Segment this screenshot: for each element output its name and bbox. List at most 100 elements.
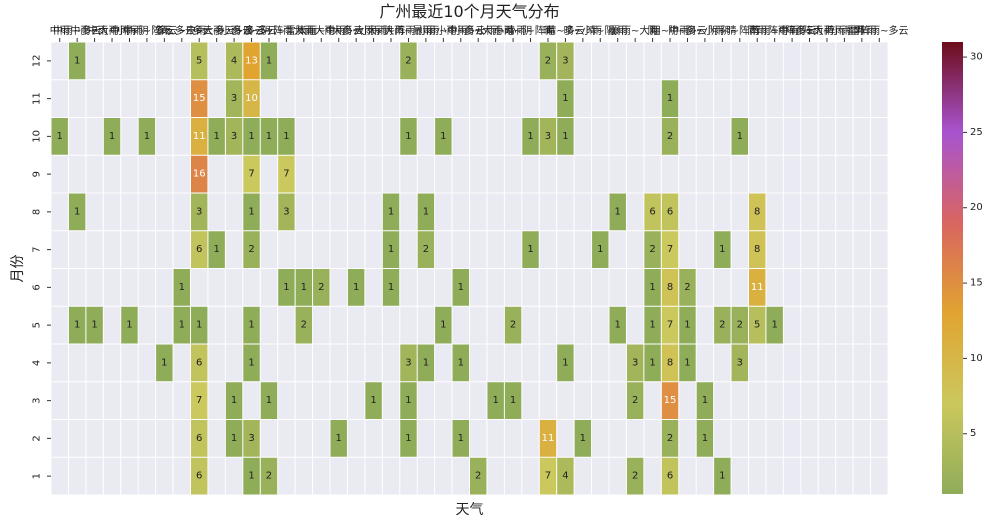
cell-value-label: 1 <box>388 282 394 293</box>
cell-value-label: 1 <box>57 131 63 142</box>
colorbar-tick-label: 25 <box>970 127 983 138</box>
cell-value-label: 6 <box>196 433 202 444</box>
x-tick-label: 大雨 <box>294 24 314 37</box>
cell-value-label: 1 <box>562 131 568 142</box>
heatmap-cell <box>643 268 662 307</box>
colorbar-tick-label: 20 <box>970 202 983 213</box>
cell-value-label: 1 <box>684 320 690 331</box>
heatmap-cell <box>748 193 766 231</box>
heatmap-cell <box>713 230 732 269</box>
heatmap-cell <box>295 306 313 344</box>
colorbar-tick-label: 30 <box>970 52 983 63</box>
cell-value-label: 2 <box>318 282 324 293</box>
x-tick-label: 中雨~小雨 <box>88 24 136 37</box>
x-tick-label: 多云~阵雨 <box>245 24 293 37</box>
heatmap-cell <box>68 42 86 80</box>
heatmap-cell <box>242 457 261 495</box>
heatmap-cell <box>434 306 453 344</box>
heatmap-cell <box>242 419 261 458</box>
colorbar: 5 10 15 20 25 30 <box>942 42 983 494</box>
cell-value-label: 1 <box>423 357 429 368</box>
cell-value-label: 3 <box>231 93 237 104</box>
x-tick-label: 大雨~暴雨 <box>384 24 432 37</box>
cell-value-label: 6 <box>196 357 202 368</box>
heatmap-cell <box>382 193 400 231</box>
heatmap-cell <box>399 42 418 80</box>
heatmap-cell <box>434 117 453 156</box>
cell-value-label: 3 <box>283 206 289 217</box>
cell-value-label: 1 <box>336 433 342 444</box>
cell-value-label: 1 <box>74 206 80 217</box>
cell-value-label: 1 <box>370 395 376 406</box>
heatmap-cell <box>190 193 208 231</box>
cell-value-label: 1 <box>719 471 725 482</box>
x-tick-labels: 中雨中雨~多云中雨~大雨中雨~小雨中雨~阴中雨~阵雨多云多云~中雨多云~大雨多云… <box>50 24 908 42</box>
x-tick-label: 大雨~阵雨 <box>367 24 415 37</box>
x-tick-label: 阴~晴 <box>708 24 736 37</box>
cell-value-label: 2 <box>510 320 516 331</box>
heatmap-cell <box>260 381 278 420</box>
y-tick-label: 12 <box>32 55 43 68</box>
heatmap-cell <box>504 306 522 344</box>
cell-value-label: 2 <box>545 55 551 66</box>
x-tick-label: 大雨~阴 <box>354 24 392 37</box>
cell-value-label: 6 <box>196 244 202 255</box>
cell-value-label: 1 <box>231 395 237 406</box>
heatmap-cell <box>661 79 679 118</box>
cell-value-label: 1 <box>405 395 411 406</box>
cell-value-label: 10 <box>245 93 258 104</box>
cell-value-label: 3 <box>632 357 638 368</box>
heatmap-cell <box>713 306 732 344</box>
colorbar-gradient <box>942 42 963 494</box>
heatmap-cell <box>539 419 557 458</box>
heatmap-cell <box>452 344 470 382</box>
x-tick-label: 小雨~阴 <box>494 25 532 37</box>
heatmap-cell <box>539 42 557 80</box>
x-tick-label: 阵雨 <box>747 24 767 37</box>
chart-title: 广州最近10个月天气分布 <box>379 2 559 21</box>
cell-value-label: 1 <box>248 131 254 142</box>
cell-value-label: 3 <box>248 433 254 444</box>
x-tick-label: 中雨~多云 <box>53 24 101 37</box>
x-tick-label: 阴 <box>648 25 658 37</box>
heatmap-cell <box>68 193 86 231</box>
cell-value-label: 2 <box>423 244 429 255</box>
heatmap-cell <box>556 79 575 118</box>
cell-value-label: 6 <box>649 206 655 217</box>
heatmap-cell <box>417 344 435 382</box>
heatmap-cell <box>626 457 644 495</box>
cell-value-label: 1 <box>440 320 446 331</box>
heatmap-cell <box>68 306 86 344</box>
cell-value-label: 2 <box>737 320 743 331</box>
heatmap-cell <box>277 268 296 307</box>
cell-value-label: 16 <box>193 169 206 180</box>
heatmap-cell <box>626 381 644 420</box>
cell-value-label: 11 <box>193 131 206 142</box>
heatmap-cell <box>731 306 749 344</box>
cell-value-label: 1 <box>179 282 185 293</box>
cell-values: 1 5 4 13 1 2 2 315 3 10 1 11 1 1 11 1 3 1 1 1 1 1 1 3 1 2 116 7 71 3 1… <box>57 55 778 481</box>
heatmap-cell <box>364 381 383 420</box>
x-tick-label: 多云~阴 <box>232 24 270 37</box>
heatmap-cell <box>469 457 487 495</box>
cell-value-label: 2 <box>405 55 411 66</box>
cell-grid <box>50 41 889 496</box>
heatmap-cell <box>190 79 208 118</box>
heatmap-cell <box>190 117 208 156</box>
heatmap-cell <box>417 193 435 231</box>
heatmap-cell <box>591 230 609 269</box>
cell-value-label: 2 <box>248 244 254 255</box>
x-tick-label: 阵雨~小雨 <box>803 24 851 37</box>
heatmap-cell <box>330 419 348 458</box>
x-tick-label: 暴雨 <box>608 25 628 37</box>
heatmap-cell <box>242 79 261 118</box>
heatmap-cell <box>225 419 243 458</box>
cell-value-label: 7 <box>196 395 202 406</box>
x-tick-label: 雷阵雨 <box>847 24 877 37</box>
heatmap-cell <box>399 117 418 156</box>
heatmap-cell <box>242 42 261 80</box>
cell-value-label: 1 <box>527 131 533 142</box>
heatmap-cell <box>486 381 505 420</box>
x-tick-label: 大雨~中雨 <box>297 24 345 37</box>
